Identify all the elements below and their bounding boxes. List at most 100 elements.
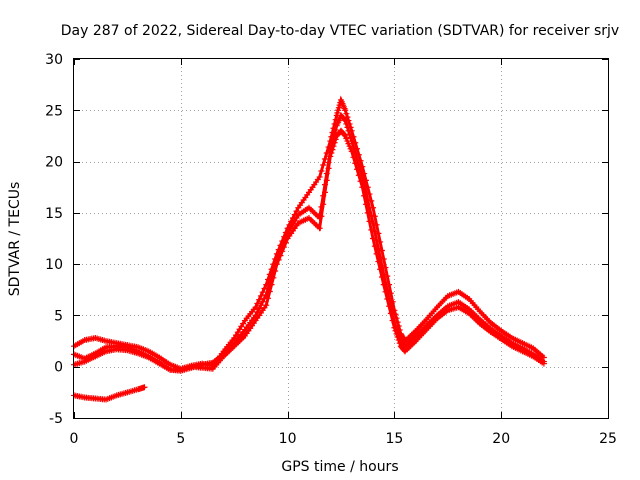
data-point-marker — [341, 132, 348, 139]
data-point-marker — [318, 167, 325, 174]
x-tick-label: 5 — [176, 431, 185, 447]
data-point-marker — [266, 288, 273, 295]
data-point-marker — [321, 189, 328, 196]
data-point-marker — [348, 148, 355, 155]
data-point-marker — [257, 302, 264, 309]
data-point-marker — [316, 173, 323, 180]
data-point-marker — [256, 296, 263, 303]
x-axis-label: GPS time / hours — [281, 459, 398, 475]
data-point-marker — [341, 116, 348, 123]
data-point-marker — [342, 107, 349, 114]
data-point-marker — [347, 134, 354, 141]
y-tick-label: 5 — [54, 308, 63, 324]
x-tick-label: 25 — [599, 431, 617, 447]
data-point-marker — [279, 248, 286, 255]
y-tick-label: 30 — [45, 52, 63, 68]
y-tick-label: 25 — [45, 103, 63, 119]
data-point-marker — [357, 178, 364, 185]
data-point-marker — [342, 117, 349, 124]
data-point-marker — [254, 309, 261, 316]
data-point-marker — [316, 225, 323, 232]
data-point-marker — [265, 295, 272, 302]
x-tick-label: 15 — [385, 431, 403, 447]
data-point-marker — [259, 289, 266, 296]
data-point-marker — [275, 256, 282, 263]
data-point-marker — [293, 214, 300, 221]
data-point-marker — [393, 330, 400, 337]
grid-lines — [74, 59, 608, 418]
data-point-marker — [273, 261, 280, 268]
data-point-marker — [394, 333, 401, 340]
data-point-marker — [282, 239, 289, 246]
data-point-marker — [272, 267, 279, 274]
data-point-marker — [252, 304, 259, 311]
data-point-marker — [330, 143, 337, 150]
data-point-marker — [364, 209, 371, 216]
data-point-marker — [332, 126, 339, 133]
data-point-marker — [382, 288, 389, 295]
data-point-marker — [352, 160, 359, 167]
data-point-marker — [368, 226, 375, 233]
y-tick-label: 15 — [45, 206, 63, 222]
data-point-marker — [373, 250, 380, 257]
data-point-marker — [329, 146, 336, 153]
data-point-marker — [362, 201, 369, 208]
data-point-marker — [366, 218, 373, 225]
data-point-marker — [392, 327, 399, 334]
y-tick-label: 10 — [45, 257, 63, 273]
data-point-marker — [320, 201, 327, 208]
data-point-marker — [320, 161, 327, 168]
data-point-marker — [277, 252, 284, 259]
data-point-marker — [289, 221, 296, 228]
data-point-marker — [378, 273, 385, 280]
data-point-marker — [293, 208, 300, 215]
x-tick-label: 0 — [70, 431, 79, 447]
data-point-marker — [291, 218, 298, 225]
data-point-marker — [331, 139, 338, 146]
data-point-marker — [396, 340, 403, 347]
series-satellite-track-3 — [71, 127, 547, 373]
data-point-marker — [389, 317, 396, 324]
data-point-marker — [386, 303, 393, 310]
y-tick-label: 0 — [54, 360, 63, 376]
data-point-marker — [259, 298, 266, 305]
data-point-marker — [343, 120, 350, 127]
data-point-marker — [268, 281, 275, 288]
data-point-marker — [540, 360, 547, 367]
data-point-marker — [391, 324, 398, 331]
x-tick-label: 20 — [492, 431, 510, 447]
data-point-marker — [344, 124, 351, 131]
data-series — [71, 95, 547, 403]
data-point-marker — [288, 224, 295, 231]
data-point-marker — [343, 110, 350, 117]
data-point-marker — [350, 154, 357, 161]
series-satellite-track-4 — [71, 384, 148, 403]
y-tick-label: -5 — [49, 411, 63, 427]
x-tick-label: 10 — [279, 431, 297, 447]
data-point-marker — [256, 305, 263, 312]
data-point-marker — [377, 266, 384, 273]
data-point-marker — [384, 296, 391, 303]
data-point-marker — [345, 127, 352, 134]
data-point-marker — [354, 166, 361, 173]
data-point-marker — [359, 184, 366, 191]
data-point-marker — [321, 156, 328, 163]
data-point-marker — [380, 281, 387, 288]
data-point-marker — [318, 213, 325, 220]
data-point-marker — [361, 192, 368, 199]
data-point-marker — [323, 177, 330, 184]
data-point-marker — [141, 384, 148, 391]
data-point-marker — [257, 292, 264, 299]
data-point-marker — [281, 244, 288, 251]
data-point-marker — [254, 300, 261, 307]
data-point-marker — [375, 258, 382, 265]
axis-ticks: 0 5 10 15 20 25 -5 0 5 10 15 20 25 30 — [45, 52, 617, 447]
data-point-marker — [325, 165, 332, 172]
data-point-marker — [395, 337, 402, 344]
plot-frame — [73, 58, 609, 419]
y-tick-label: 20 — [45, 155, 63, 171]
data-point-marker — [346, 131, 353, 138]
data-point-marker — [371, 243, 378, 250]
